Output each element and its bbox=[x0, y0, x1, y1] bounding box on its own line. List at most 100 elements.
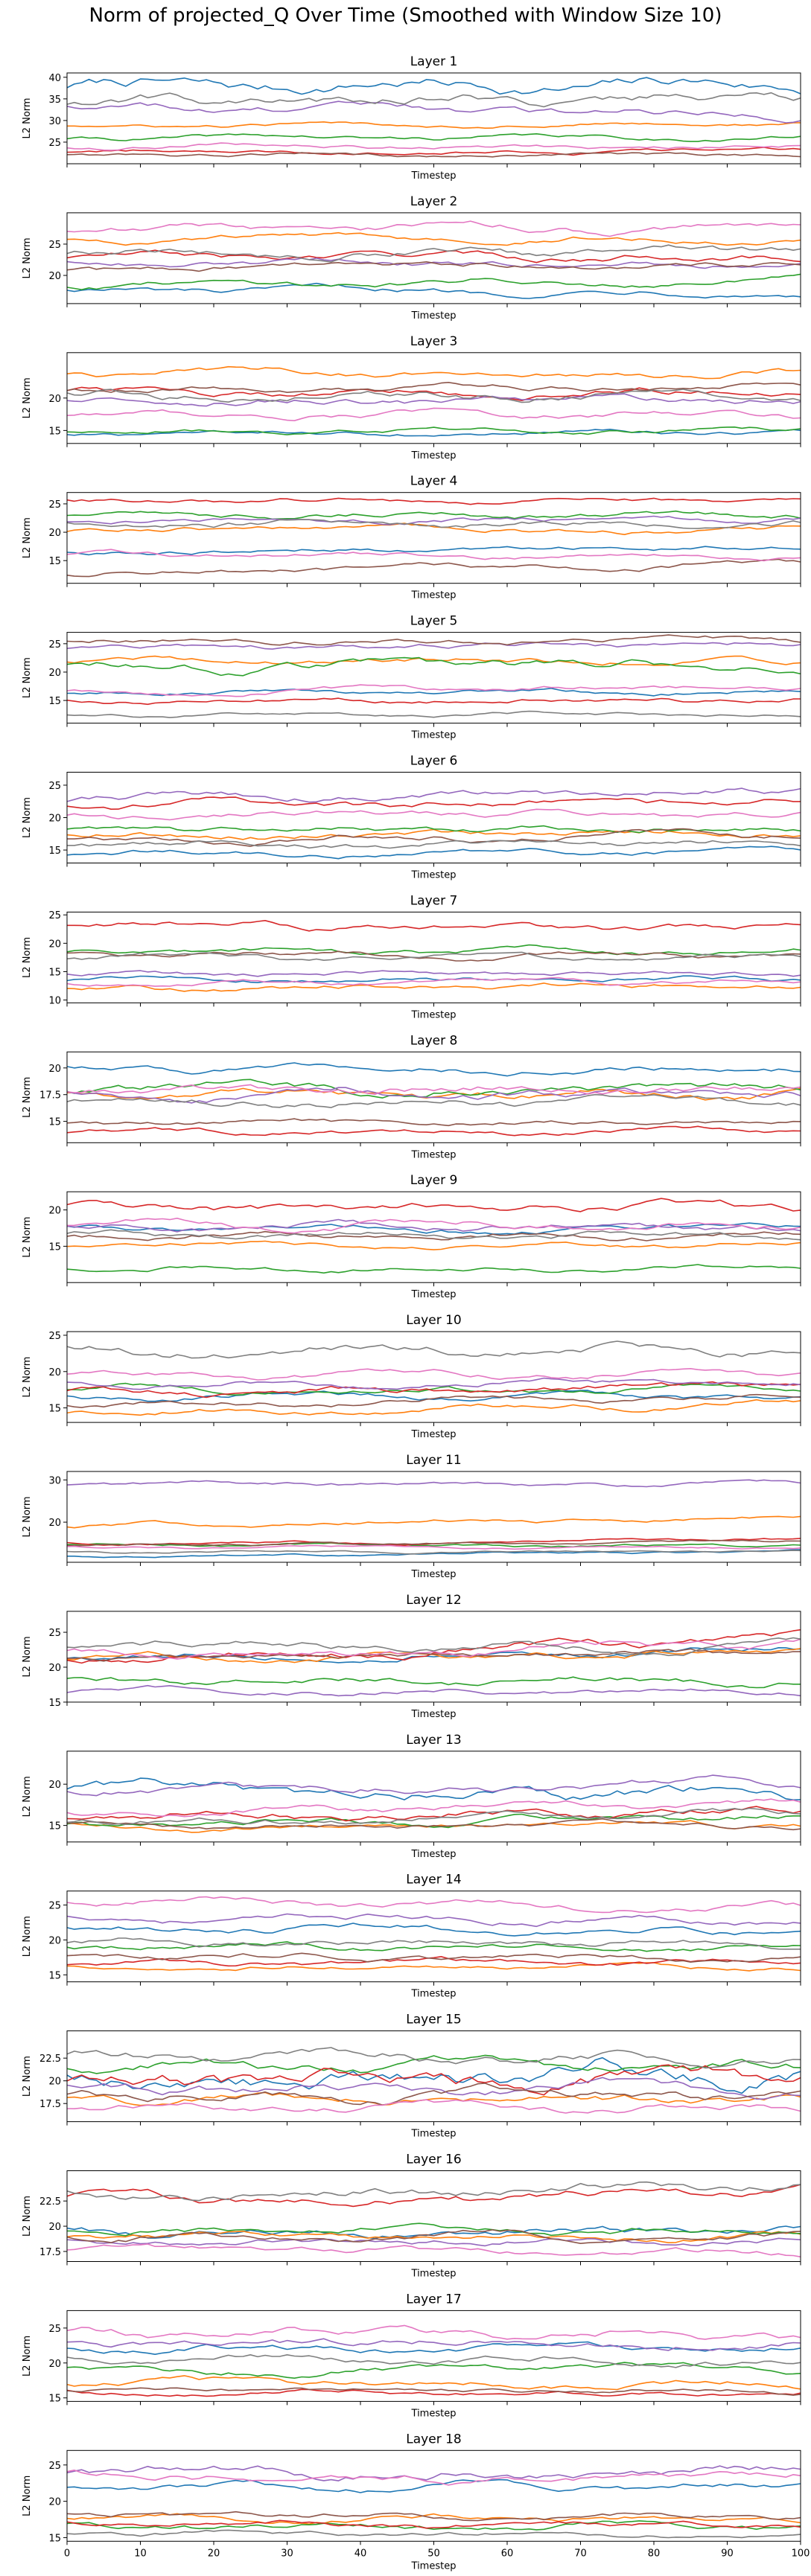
x-axis-label: Timestep bbox=[411, 1849, 457, 1860]
y-tick-label: 15 bbox=[48, 846, 61, 857]
series-line-8 bbox=[66, 1937, 801, 1950]
y-axis-label: L2 Norm bbox=[22, 98, 33, 138]
y-tick-label: 30 bbox=[48, 1475, 61, 1486]
subplot-layer-11: Layer 11 20 30 Timestep L2 Norm bbox=[22, 1453, 801, 1580]
series-line-2 bbox=[66, 1399, 801, 1416]
series-line-3 bbox=[66, 426, 801, 435]
series-line-3 bbox=[66, 2520, 801, 2531]
subplot-title: Layer 14 bbox=[406, 1873, 461, 1888]
x-axis-label: Timestep bbox=[411, 1989, 457, 2000]
y-axis-label: L2 Norm bbox=[22, 1496, 33, 1537]
series-line-6 bbox=[66, 1952, 801, 1963]
y-tick-label: 20 bbox=[48, 668, 61, 679]
series-line-2 bbox=[66, 2231, 801, 2243]
x-tick-label: 30 bbox=[281, 2548, 293, 2559]
series-line-8 bbox=[66, 951, 801, 961]
subplot-layer-15: Layer 15 17.5 20 22.5 Timestep L2 Norm bbox=[22, 2013, 801, 2140]
x-axis-label: Timestep bbox=[411, 1149, 457, 1160]
y-tick-label: 22.5 bbox=[39, 2196, 61, 2208]
subplot-layer-14: Layer 14 15 20 25 Timestep L2 Norm bbox=[22, 1873, 801, 2000]
y-tick-label: 22.5 bbox=[39, 2054, 61, 2065]
series-line-1 bbox=[66, 428, 801, 437]
series-line-8 bbox=[66, 389, 801, 403]
series-line-1 bbox=[67, 1549, 801, 1559]
x-axis-label: Timestep bbox=[411, 1429, 457, 1440]
series-line-3 bbox=[66, 825, 801, 834]
series-line-8 bbox=[66, 1807, 801, 1825]
series-line-2 bbox=[66, 522, 801, 536]
y-tick-label: 20 bbox=[48, 1780, 61, 1791]
series-line-3 bbox=[66, 1078, 801, 1099]
series-line-4 bbox=[66, 386, 801, 402]
series-line-5 bbox=[66, 1087, 801, 1104]
y-tick-label: 25 bbox=[48, 781, 61, 792]
y-axis-label: L2 Norm bbox=[22, 937, 33, 978]
series-line-6 bbox=[66, 1648, 801, 1662]
series-line-7 bbox=[66, 1218, 801, 1234]
series-line-4 bbox=[66, 1381, 801, 1399]
subplot-title: Layer 9 bbox=[410, 1173, 458, 1188]
x-axis-label: Timestep bbox=[411, 1289, 457, 1300]
y-tick-label: 15 bbox=[48, 556, 61, 567]
y-tick-label: 25 bbox=[48, 1628, 61, 1639]
series-line-6 bbox=[66, 261, 801, 272]
y-tick-label: 20 bbox=[48, 1935, 61, 1946]
series-line-1 bbox=[66, 975, 801, 983]
subplot-title: Layer 10 bbox=[406, 1313, 461, 1328]
y-tick-label: 20 bbox=[48, 2359, 61, 2370]
series-line-7 bbox=[66, 407, 801, 422]
series-line-5 bbox=[66, 1913, 801, 1928]
y-tick-label: 25 bbox=[48, 639, 61, 651]
y-tick-label: 15 bbox=[48, 1698, 61, 1709]
series-line-5 bbox=[66, 1684, 801, 1697]
x-tick-label: 20 bbox=[208, 2548, 220, 2559]
subplot-title: Layer 18 bbox=[406, 2432, 461, 2446]
y-tick-label: 30 bbox=[48, 116, 61, 127]
axes-frame bbox=[66, 1751, 801, 1843]
series-line-3 bbox=[66, 2054, 801, 2074]
y-tick-label: 25 bbox=[48, 499, 61, 511]
y-tick-label: 15 bbox=[48, 1241, 61, 1253]
figure-title: Norm of projected_Q Over Time (Smoothed … bbox=[89, 4, 722, 27]
y-tick-label: 17.5 bbox=[39, 1090, 61, 1102]
y-tick-label: 15 bbox=[48, 1404, 61, 1415]
x-tick-label: 50 bbox=[427, 2548, 440, 2559]
x-axis-label: Timestep bbox=[411, 1569, 457, 1580]
series-line-3 bbox=[66, 273, 801, 291]
y-tick-label: 15 bbox=[48, 2394, 61, 2405]
series-line-8 bbox=[66, 2529, 801, 2539]
series-line-6 bbox=[66, 381, 801, 394]
subplot-layer-4: Layer 4 15 20 25 Timestep L2 Norm bbox=[22, 474, 801, 601]
subplot-title: Layer 4 bbox=[410, 474, 458, 489]
y-tick-label: 15 bbox=[48, 1970, 61, 1981]
x-tick-label: 60 bbox=[501, 2548, 514, 2559]
series-line-4 bbox=[66, 1125, 801, 1137]
x-axis-label: Timestep bbox=[411, 2560, 457, 2572]
subplot-layer-8: Layer 8 15 17.5 20 Timestep L2 Norm bbox=[22, 1033, 801, 1160]
y-tick-label: 20 bbox=[48, 2077, 61, 2088]
x-axis-label: Timestep bbox=[411, 730, 457, 741]
series-line-2 bbox=[66, 2513, 801, 2525]
subplot-title: Layer 2 bbox=[410, 194, 458, 209]
series-line-4 bbox=[66, 1198, 801, 1212]
axes-frame bbox=[66, 1471, 801, 1563]
y-tick-label: 20 bbox=[48, 814, 61, 825]
subplot-layer-5: Layer 5 15 20 25 Timestep L2 Norm bbox=[22, 614, 801, 741]
y-axis-label: L2 Norm bbox=[22, 657, 33, 698]
series-line-7 bbox=[66, 1368, 801, 1381]
y-axis-label: L2 Norm bbox=[22, 1357, 33, 1398]
x-axis-label: Timestep bbox=[411, 1009, 457, 1020]
y-tick-label: 25 bbox=[48, 2324, 61, 2335]
series-line-3 bbox=[66, 1813, 801, 1829]
series-line-7 bbox=[66, 2243, 801, 2257]
series-line-1 bbox=[66, 1923, 801, 1937]
x-axis-label: Timestep bbox=[411, 170, 457, 182]
subplot-title: Layer 12 bbox=[406, 1593, 461, 1608]
series-line-5 bbox=[66, 1218, 801, 1233]
series-line-2 bbox=[66, 1962, 801, 1972]
series-line-4 bbox=[66, 2388, 801, 2397]
series-line-7 bbox=[66, 549, 801, 562]
y-tick-label: 20 bbox=[48, 2222, 61, 2233]
series-line-4 bbox=[67, 920, 801, 932]
series-line-4 bbox=[66, 2519, 801, 2529]
